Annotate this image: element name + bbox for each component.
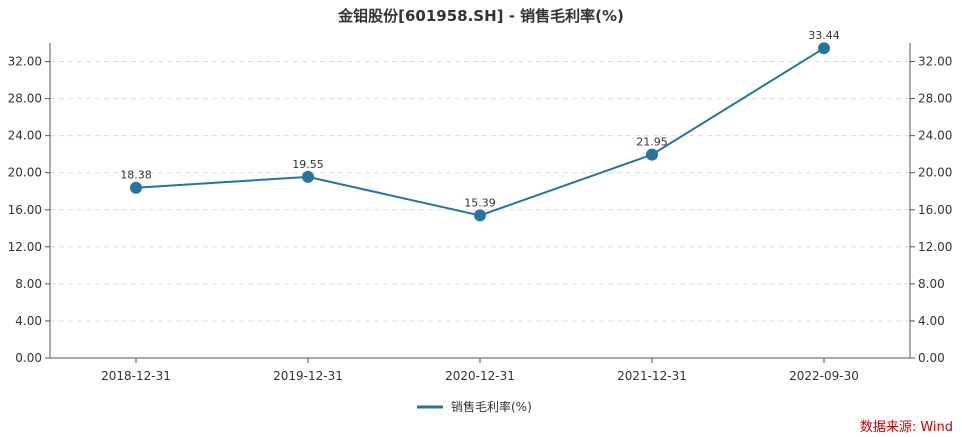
y-axis-left-ticks: 0.00 4.00 8.00 12.00 16.00 20.00 24.00 28.00 32.… <box>8 55 50 365</box>
data-point <box>474 209 486 222</box>
chart-title: 金钼股份[601958.SH] - 销售毛利率(%) <box>337 7 624 25</box>
data-label: 18.38 <box>120 169 152 182</box>
legend: 销售毛利率(%) <box>417 399 532 414</box>
y-axis-right-ticks: 0.00 4.00 8.00 12.00 16.00 20.00 24.00 28.00 32.… <box>910 55 952 365</box>
y-tick-label-left: 0.00 <box>15 351 42 365</box>
y-tick-label-left: 24.00 <box>8 129 42 143</box>
data-label: 21.95 <box>636 136 668 149</box>
y-tick-label-left: 4.00 <box>15 314 42 328</box>
y-tick-label-right: 12.00 <box>918 240 952 254</box>
x-tick-label: 2018-12-31 <box>101 369 171 383</box>
y-tick-label-right: 32.00 <box>918 55 952 69</box>
y-tick-label-right: 20.00 <box>918 166 952 180</box>
y-tick-label-left: 28.00 <box>8 92 42 106</box>
data-point <box>130 181 142 194</box>
grid-lines <box>50 61 910 322</box>
data-point <box>646 148 658 161</box>
y-tick-label-left: 32.00 <box>8 55 42 69</box>
x-axis-ticks: 2018-12-31 2019-12-31 2020-12-31 2021-12-31… <box>101 358 859 383</box>
y-tick-label-right: 0.00 <box>918 351 945 365</box>
y-tick-label-left: 12.00 <box>8 240 42 254</box>
y-tick-label-right: 4.00 <box>918 314 945 328</box>
x-tick-label: 2021-12-31 <box>617 369 687 383</box>
y-tick-label-right: 24.00 <box>918 129 952 143</box>
data-label: 19.55 <box>292 158 324 171</box>
y-tick-label-right: 16.00 <box>918 203 952 217</box>
y-tick-label-right: 28.00 <box>918 92 952 106</box>
data-point <box>818 42 830 55</box>
series: 18.38 19.55 15.39 21.95 33.44 <box>120 29 840 222</box>
x-tick-label: 2022-09-30 <box>789 369 859 383</box>
x-tick-label: 2020-12-31 <box>445 369 515 383</box>
data-label: 33.44 <box>808 29 840 42</box>
legend-label: 销售毛利率(%) <box>451 399 532 414</box>
x-tick-label: 2019-12-31 <box>273 369 343 383</box>
y-tick-label-left: 20.00 <box>8 166 42 180</box>
data-label: 15.39 <box>464 196 496 209</box>
series-line <box>135 47 825 217</box>
y-tick-label-left: 16.00 <box>8 203 42 217</box>
data-point <box>302 170 314 183</box>
y-tick-label-left: 8.00 <box>15 277 42 291</box>
source-note: 数据来源: Wind <box>860 420 953 435</box>
y-tick-label-right: 8.00 <box>918 277 945 291</box>
